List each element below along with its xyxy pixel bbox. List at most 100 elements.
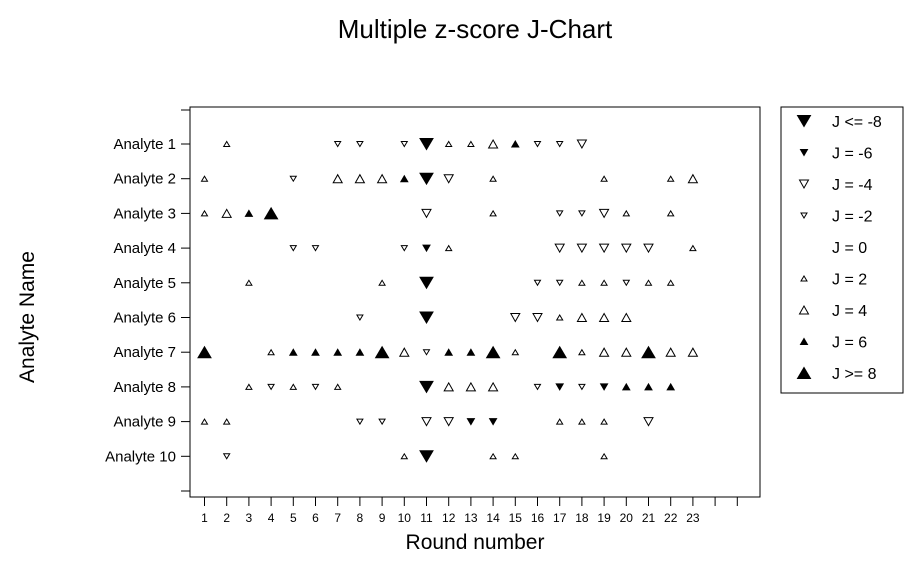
x-tick-label: 15 [509, 511, 523, 525]
data-point [600, 452, 608, 460]
data-point [555, 210, 564, 217]
data-point [644, 382, 653, 391]
data-point [600, 175, 608, 182]
data-point [487, 138, 499, 149]
data-point [333, 383, 342, 390]
legend-label: J >= 8 [832, 366, 877, 383]
data-point [466, 348, 476, 356]
x-tick-label: 23 [686, 511, 700, 525]
data-point [400, 452, 409, 460]
y-tick-label: Analyte 1 [113, 136, 176, 153]
y-tick-label: Analyte 10 [105, 448, 176, 465]
y-tick-label: Analyte 2 [113, 171, 176, 188]
data-point [665, 347, 677, 357]
data-point [687, 347, 699, 357]
data-point [621, 382, 631, 391]
data-point [511, 452, 520, 460]
data-point [378, 279, 386, 286]
x-tick-label: 18 [575, 511, 589, 525]
data-point [465, 381, 477, 392]
data-point [419, 311, 434, 324]
y-tick-label: Analyte 8 [113, 379, 176, 396]
legend-marker [800, 212, 808, 219]
data-point [622, 279, 631, 287]
y-tick-label: Analyte 4 [113, 240, 176, 257]
data-point [666, 175, 675, 182]
data-point [666, 209, 675, 217]
x-axis: 1 2 3 4 5 6 7 8 9 10 11 12 13 14 15 16 17 18 19 20 21 22 23 [201, 497, 738, 525]
x-tick-label: 4 [268, 511, 275, 525]
data-point [532, 313, 543, 323]
data-point [245, 383, 253, 390]
data-point [421, 208, 432, 219]
legend-label: J = 4 [832, 303, 867, 320]
legend-label: J <= -8 [832, 114, 882, 131]
x-tick-label: 6 [312, 511, 319, 525]
legend-marker [798, 179, 810, 190]
data-point [576, 312, 588, 322]
legend-marker [798, 304, 810, 315]
data-point [356, 314, 364, 321]
data-point [509, 313, 521, 323]
data-point [576, 243, 588, 254]
data-point [443, 381, 455, 392]
data-point [289, 383, 298, 390]
x-tick-label: 5 [290, 511, 297, 525]
plot-frame [189, 106, 761, 498]
data-point [419, 276, 434, 290]
x-tick-label: 7 [334, 511, 341, 525]
data-point [421, 417, 432, 427]
data-point [578, 418, 586, 425]
data-point [221, 208, 233, 218]
data-point [555, 383, 565, 391]
data-point [267, 383, 275, 391]
data-point [354, 173, 366, 184]
legend-marker [796, 115, 812, 128]
data-point [620, 347, 632, 357]
x-tick-label: 20 [620, 511, 634, 525]
data-point [598, 312, 610, 322]
data-marks [197, 138, 699, 463]
y-tick-label: Analyte 9 [113, 414, 176, 431]
data-point [311, 348, 320, 356]
data-point [555, 314, 564, 321]
legend-label: J = 0 [832, 240, 867, 257]
x-tick-label: 14 [486, 511, 500, 525]
x-tick-label: 2 [223, 511, 230, 525]
x-tick-label: 8 [357, 511, 364, 525]
data-point [419, 450, 434, 463]
x-tick-label: 3 [246, 511, 253, 525]
data-point [467, 140, 475, 147]
legend-marker [799, 337, 809, 345]
data-point [489, 175, 497, 182]
data-point [444, 140, 453, 147]
legend-marker [800, 275, 808, 282]
data-point [488, 418, 498, 426]
data-point [400, 245, 409, 252]
data-point [289, 175, 298, 183]
data-point [355, 348, 365, 356]
x-tick-label: 13 [464, 511, 478, 525]
y-axis: Analyte 1 Analyte 2 Analyte 3 Analyte 4 Anal… [105, 109, 190, 492]
data-point [578, 383, 586, 391]
data-point [666, 279, 675, 286]
y-tick-label: Analyte 5 [113, 275, 176, 292]
x-tick-label: 1 [201, 511, 208, 525]
data-point [333, 141, 342, 148]
y-tick-label: Analyte 6 [113, 310, 176, 327]
x-tick-label: 11 [420, 511, 433, 525]
data-point [400, 141, 409, 148]
data-point [311, 245, 320, 252]
data-point [288, 348, 298, 356]
legend-label: J = -6 [832, 146, 873, 163]
data-point [443, 174, 455, 184]
data-point [641, 345, 656, 359]
data-point [643, 417, 654, 427]
legend-label: J = 2 [832, 272, 867, 289]
data-point [419, 138, 434, 151]
data-point [466, 418, 476, 426]
y-tick-label: Analyte 7 [113, 344, 176, 361]
data-point [578, 210, 586, 217]
